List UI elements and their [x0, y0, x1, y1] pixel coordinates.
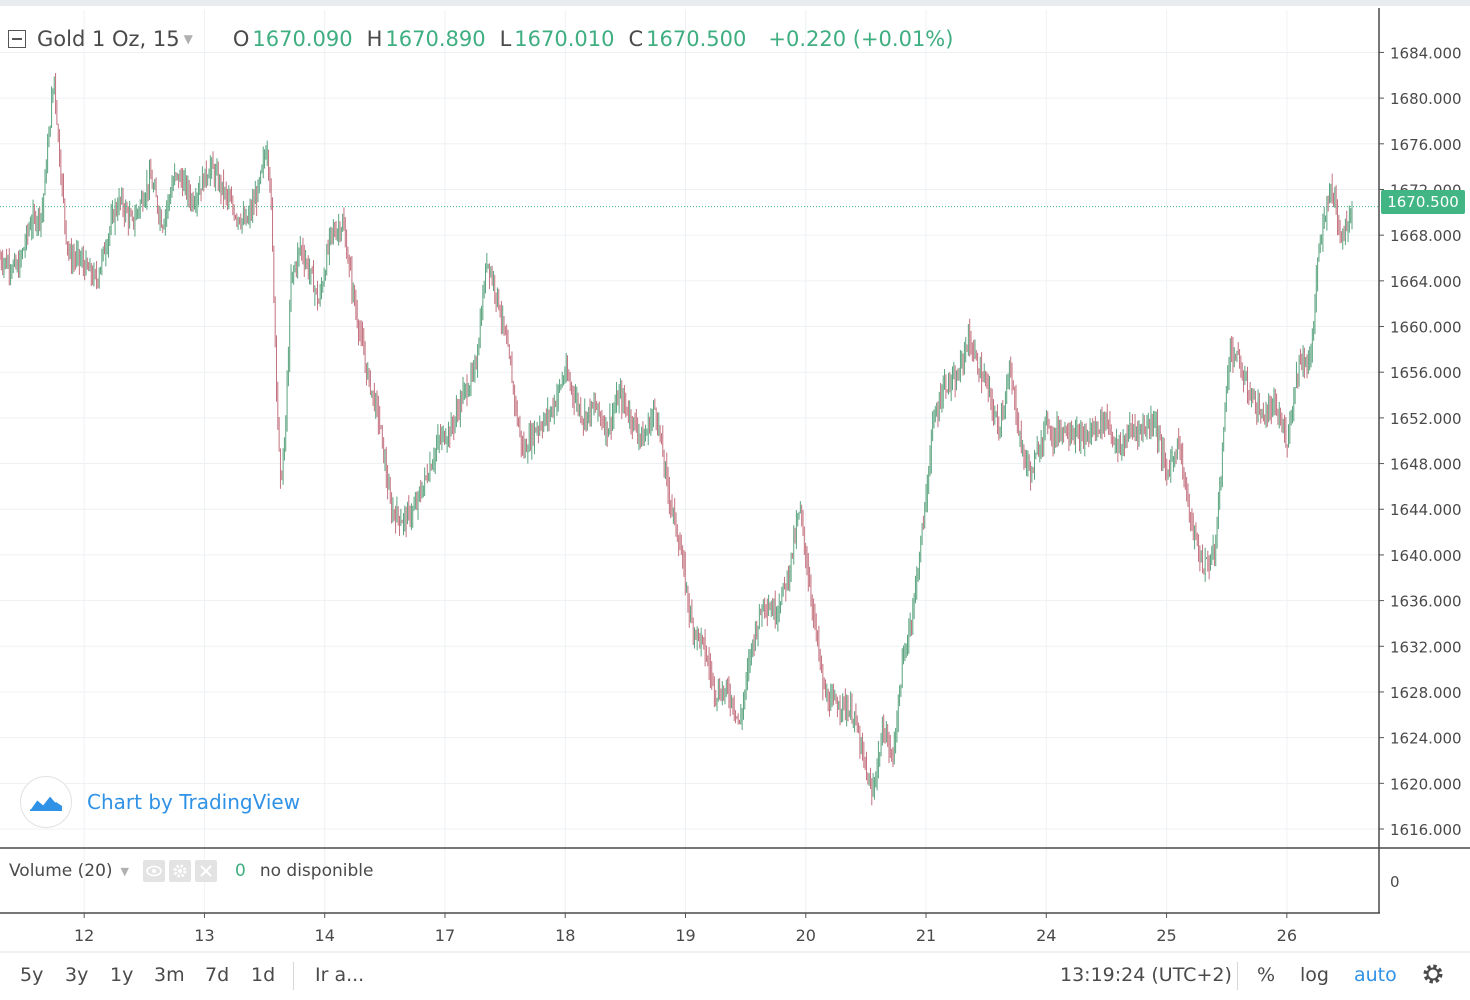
x-tick-label: 17 — [435, 926, 455, 945]
tradingview-logo-icon — [20, 776, 72, 828]
toolbar-divider — [293, 962, 294, 990]
volume-status: no disponible — [259, 861, 374, 881]
y-tick-label: 1668.000 — [1390, 227, 1462, 245]
toolbar-divider — [1237, 962, 1238, 990]
y-tick-label: 1648.000 — [1390, 456, 1462, 474]
gear-icon[interactable] — [1421, 962, 1445, 991]
eye-icon[interactable] — [143, 860, 165, 882]
y-tick-label: 1664.000 — [1390, 273, 1462, 291]
range-7d-button[interactable]: 7d — [205, 964, 230, 986]
top-border — [0, 0, 1470, 6]
x-tick-label: 24 — [1036, 926, 1056, 945]
y-tick-label: 1636.000 — [1390, 593, 1462, 611]
auto-scale-toggle[interactable]: auto — [1354, 964, 1397, 986]
last-price-label: 1670.500 — [1381, 190, 1465, 214]
y-tick-label: 1680.000 — [1390, 90, 1462, 108]
x-tick-label: 12 — [74, 926, 94, 945]
volume-axis-label: 0 — [1390, 873, 1400, 891]
y-tick-label: 1684.000 — [1390, 44, 1462, 62]
log-scale-toggle[interactable]: log — [1300, 964, 1329, 986]
chevron-down-icon[interactable]: ▼ — [183, 32, 193, 46]
x-tick-label: 18 — [555, 926, 575, 945]
x-tick-label: 20 — [796, 926, 816, 945]
y-tick-label: 1628.000 — [1390, 684, 1462, 702]
range-3y-button[interactable]: 3y — [65, 964, 89, 986]
percent-scale-toggle[interactable]: % — [1257, 964, 1276, 986]
y-tick-label: 1644.000 — [1390, 501, 1462, 519]
clock-timezone[interactable]: 13:19:24 (UTC+2) — [1060, 964, 1232, 986]
close-icon[interactable] — [195, 860, 217, 882]
range-5y-button[interactable]: 5y — [20, 964, 44, 986]
grid-lines — [0, 10, 1379, 912]
y-tick-label: 1660.000 — [1390, 319, 1462, 337]
high-value: 1670.890 — [385, 27, 486, 51]
x-tick-label: 13 — [194, 926, 214, 945]
x-tick-label: 26 — [1277, 926, 1297, 945]
y-tick-label: 1652.000 — [1390, 410, 1462, 428]
bottom-toolbar: 5y 3y 1y 3m 7d 1d Ir a... 13:19:24 (UTC+… — [0, 952, 1470, 1000]
volume-value: 0 — [235, 861, 246, 881]
change-value: +0.220 (+0.01%) — [768, 27, 954, 51]
y-tick-label: 1676.000 — [1390, 136, 1462, 154]
gear-icon[interactable] — [169, 860, 191, 882]
x-tick-label: 14 — [315, 926, 335, 945]
chevron-down-icon[interactable]: ▼ — [120, 864, 129, 878]
chart-frame — [0, 0, 1470, 953]
watermark-text[interactable]: Chart by TradingView — [87, 790, 301, 814]
tradingview-watermark[interactable]: Chart by TradingView — [20, 776, 300, 828]
y-tick-label: 1624.000 — [1390, 730, 1462, 748]
close-value: 1670.500 — [646, 27, 747, 51]
time-axis[interactable]: 12 13 14 17 18 19 20 21 24 25 26 — [74, 913, 1297, 945]
price-axis[interactable]: 1616.000 1620.000 1624.000 1628.000 1632.000… — [1379, 44, 1462, 891]
symbol-title[interactable]: Gold 1 Oz, 15 — [37, 27, 180, 51]
collapse-legend-icon[interactable] — [8, 30, 26, 48]
high-label: H — [366, 27, 383, 51]
low-value: 1670.010 — [514, 27, 615, 51]
x-tick-label: 19 — [675, 926, 695, 945]
range-3m-button[interactable]: 3m — [154, 964, 185, 986]
open-label: O — [232, 27, 250, 51]
symbol-legend: Gold 1 Oz, 15 ▼ O 1670.090 H 1670.890 L … — [8, 24, 953, 54]
volume-title[interactable]: Volume (20) — [9, 861, 113, 881]
goto-date-button[interactable]: Ir a... — [315, 964, 365, 986]
range-1y-button[interactable]: 1y — [110, 964, 134, 986]
open-value: 1670.090 — [252, 27, 353, 51]
close-label: C — [628, 27, 644, 51]
y-tick-label: 1640.000 — [1390, 547, 1462, 565]
y-tick-label: 1616.000 — [1390, 821, 1462, 839]
y-tick-label: 1632.000 — [1390, 638, 1462, 656]
x-tick-label: 21 — [916, 926, 936, 945]
volume-legend: Volume (20) ▼ 0 no disponible — [9, 860, 373, 882]
x-tick-label: 25 — [1156, 926, 1176, 945]
y-tick-label: 1620.000 — [1390, 775, 1462, 793]
range-1d-button[interactable]: 1d — [251, 964, 276, 986]
low-label: L — [499, 27, 512, 51]
price-series — [0, 72, 1379, 806]
y-tick-label: 1656.000 — [1390, 364, 1462, 382]
